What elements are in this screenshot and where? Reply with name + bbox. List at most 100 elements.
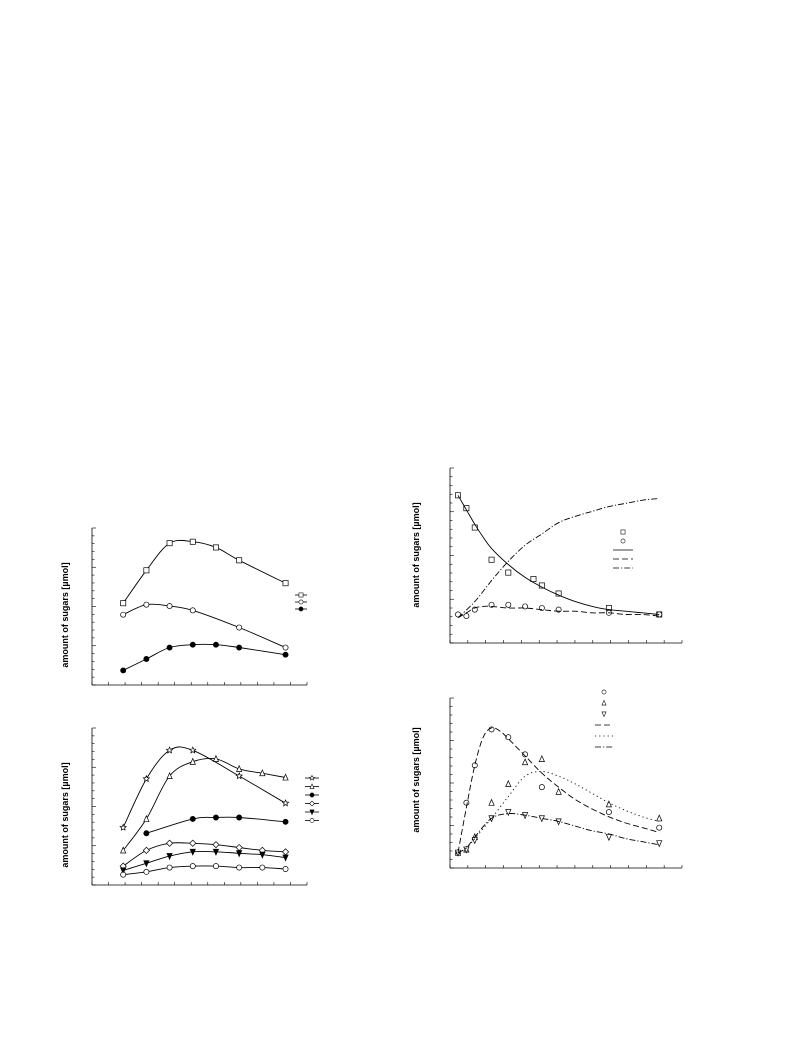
data-point <box>213 814 219 821</box>
data-point <box>281 799 290 807</box>
data-point <box>471 762 478 769</box>
data-point <box>259 864 266 871</box>
axes <box>449 467 683 644</box>
series-5 <box>120 848 289 875</box>
data-point <box>505 734 512 741</box>
legend-marker <box>601 711 607 718</box>
series-line <box>457 771 660 854</box>
data-point <box>143 860 150 868</box>
data-point <box>142 774 151 783</box>
data-point <box>555 787 562 795</box>
series-6 <box>457 813 660 854</box>
legend-marker <box>309 809 315 816</box>
series-line <box>457 813 660 854</box>
series-line <box>123 603 286 648</box>
series-5 <box>457 498 660 619</box>
legend <box>305 774 319 823</box>
data-point <box>282 818 289 825</box>
data-point <box>505 569 512 576</box>
data-point <box>120 846 127 854</box>
data-point <box>236 814 243 821</box>
data-point <box>454 849 462 857</box>
data-point <box>166 644 173 651</box>
data-point <box>538 784 545 791</box>
legend-marker <box>601 699 607 706</box>
axes <box>449 697 683 869</box>
data-point <box>213 863 219 870</box>
data-point <box>166 540 173 547</box>
data-point <box>119 823 128 831</box>
series-line <box>122 757 286 851</box>
data-point <box>282 651 289 658</box>
series-3 <box>457 495 660 615</box>
data-point <box>521 758 529 766</box>
data-point <box>189 607 196 614</box>
data-point <box>605 834 613 842</box>
y-axis-label: amount of sugars [µmol] <box>411 727 421 832</box>
data-point <box>165 746 174 754</box>
data-point <box>505 601 512 608</box>
y-axis-label: amount of sugars [µmol] <box>411 502 421 607</box>
data-point <box>213 641 219 648</box>
series-line <box>457 498 660 619</box>
data-point <box>120 611 127 618</box>
data-point <box>259 769 266 777</box>
data-point <box>605 809 612 816</box>
series-2 <box>455 601 663 620</box>
data-point <box>505 809 512 817</box>
data-point <box>166 853 173 861</box>
series-2 <box>120 601 289 651</box>
data-point <box>605 800 613 808</box>
data-point <box>143 830 150 837</box>
data-point <box>143 814 150 822</box>
data-point <box>505 779 512 787</box>
legend-marker <box>298 599 304 605</box>
data-point <box>656 824 663 831</box>
y-axis-label: amount of sugars [µmol] <box>60 762 70 867</box>
data-point <box>189 863 196 870</box>
data-point <box>235 771 244 780</box>
series-3 <box>120 641 289 674</box>
data-point <box>189 815 196 822</box>
data-point <box>236 644 243 651</box>
data-point <box>212 848 220 856</box>
series-2 <box>120 754 289 854</box>
data-point <box>143 868 150 875</box>
series-1 <box>119 746 290 831</box>
series-3 <box>143 814 289 837</box>
chart-a: amount of sugars [µmol] <box>60 527 308 686</box>
series-4 <box>457 727 660 853</box>
data-point <box>235 843 243 852</box>
data-point <box>166 864 173 871</box>
series-6 <box>120 863 289 878</box>
data-point <box>471 606 478 613</box>
data-point <box>212 841 220 849</box>
series-2 <box>454 754 663 856</box>
series-line <box>457 727 660 853</box>
series-line <box>457 495 660 615</box>
series-5 <box>457 771 660 854</box>
series-1 <box>120 538 289 607</box>
chart-d: amount of sugars [µmol] <box>411 689 683 869</box>
data-point <box>488 798 495 806</box>
series-line <box>457 605 660 619</box>
data-point <box>259 851 266 859</box>
data-point <box>166 771 173 779</box>
data-point <box>212 754 220 762</box>
legend-marker <box>298 592 304 598</box>
data-point <box>522 751 529 758</box>
data-point <box>120 667 127 674</box>
data-point <box>282 580 289 587</box>
legend-marker <box>309 800 315 807</box>
data-point <box>188 746 197 754</box>
data-point <box>166 603 173 610</box>
data-point <box>463 505 470 512</box>
data-point <box>463 799 470 806</box>
data-point <box>236 850 243 858</box>
legend-marker <box>308 774 316 781</box>
series-line <box>122 746 286 828</box>
series-3 <box>454 809 663 857</box>
data-point <box>120 867 127 875</box>
legend <box>595 689 613 748</box>
data-point <box>455 611 461 618</box>
